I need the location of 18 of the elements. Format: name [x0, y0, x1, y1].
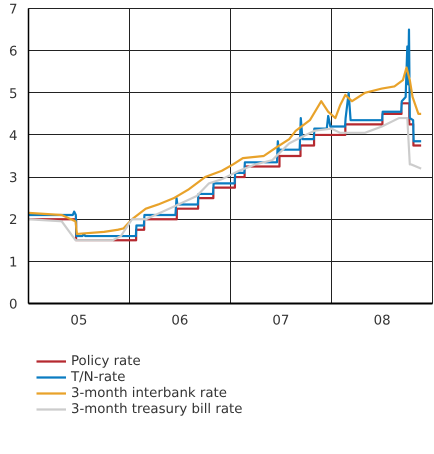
legend-label: T/N-rate [71, 369, 126, 385]
x-tick-label: 05 [70, 314, 88, 328]
y-tick-label: 5 [9, 86, 18, 102]
legend-label: 3-month interbank rate [71, 385, 227, 401]
y-tick-label: 6 [9, 44, 18, 60]
y-tick-label: 7 [9, 2, 18, 18]
y-tick-label: 3 [9, 171, 18, 186]
x-tick-label: 06 [171, 314, 188, 328]
y-tick-label: 2 [9, 213, 18, 228]
line-series [28, 66, 422, 236]
x-tick-label: 07 [272, 314, 290, 328]
y-tick-label: 0 [9, 298, 18, 312]
x-tick-label: 08 [374, 314, 391, 328]
y-tick-label: 1 [9, 255, 18, 270]
legend-label: 3-month treasury bill rate [71, 401, 242, 417]
legend-label: Policy rate [71, 353, 141, 369]
line-series [28, 28, 422, 238]
y-tick-label: 4 [9, 128, 18, 144]
